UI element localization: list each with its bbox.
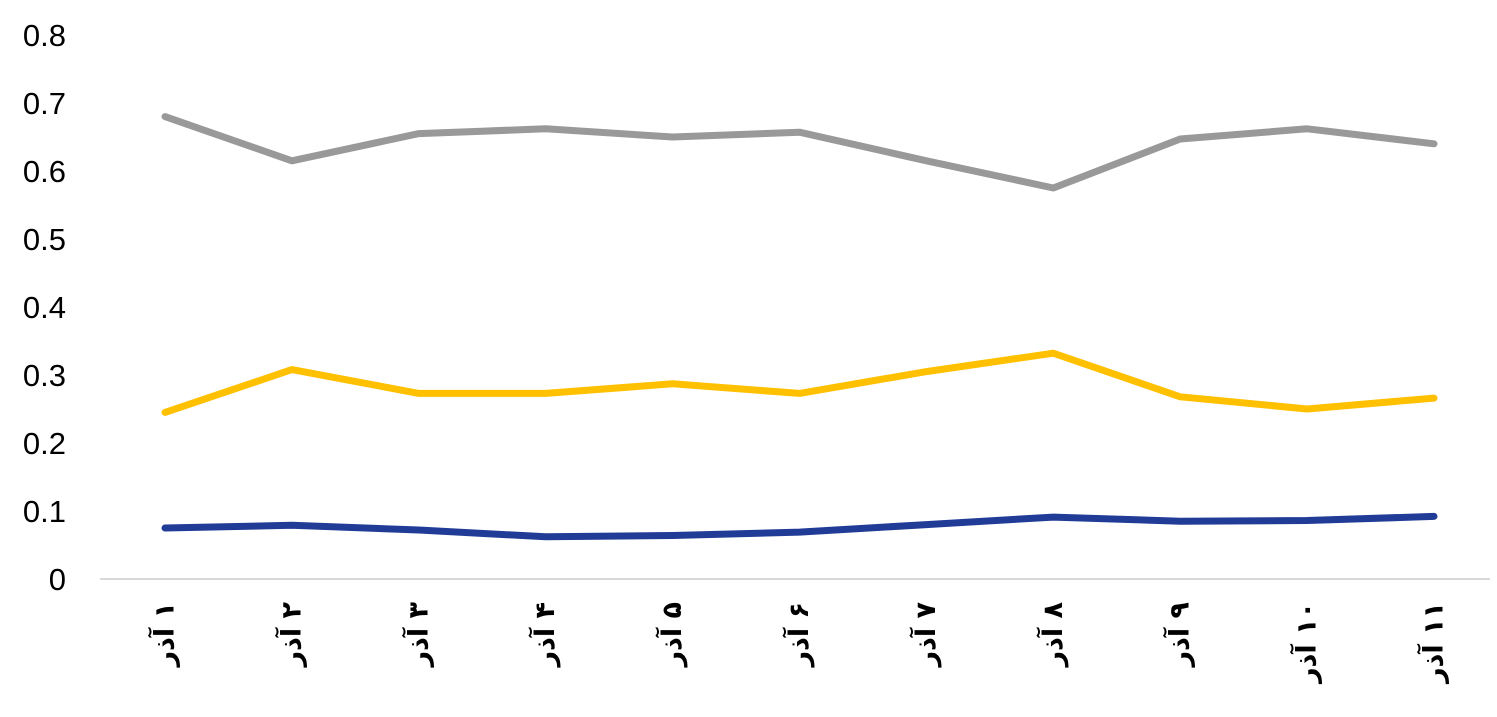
- series-3-point: [418, 529, 420, 531]
- y-tick-label: 0: [49, 562, 66, 597]
- series-2-point: [1306, 408, 1308, 410]
- y-tick-label: 0.4: [23, 290, 66, 325]
- x-tick-label: ۴ آذر: [528, 602, 561, 669]
- series-2-point: [799, 392, 800, 394]
- x-tick-label: ۳ آذر: [401, 601, 434, 668]
- x-tick-label: ۱۱ آذر: [1417, 602, 1450, 685]
- y-tick-label: 0.2: [23, 426, 66, 461]
- series-3-point: [1433, 515, 1435, 517]
- series-1-point: [164, 116, 166, 118]
- y-tick-label: 0.7: [23, 86, 66, 121]
- series-1-point: [799, 131, 800, 133]
- x-tick-label: ۸ آذر: [1036, 601, 1069, 668]
- x-tick-label: ۷ آذر: [909, 601, 942, 668]
- series-1-point: [1179, 138, 1181, 140]
- series-line-3: [161, 512, 1438, 541]
- series-1-point: [545, 128, 547, 130]
- x-tick-label: ۶ آذر: [782, 602, 815, 669]
- series-2-point: [1433, 397, 1435, 399]
- series-1-point: [291, 160, 293, 162]
- series-1-point: [925, 160, 927, 162]
- y-tick-label: 0.8: [23, 18, 66, 53]
- series-1-point: [1306, 128, 1308, 130]
- y-axis-ticks: 0 0.1 0.2 0.3 0.4 0.5 0.6 0.7 0.8: [23, 18, 66, 597]
- x-tick-label: ۹ آذر: [1163, 602, 1196, 669]
- series-3-point: [1306, 520, 1308, 522]
- series-2-point: [1179, 396, 1181, 398]
- series-line-1: [161, 113, 1438, 192]
- y-tick-label: 0.3: [23, 358, 66, 393]
- y-tick-label: 0.6: [23, 154, 66, 189]
- series-2-point: [672, 383, 674, 385]
- series-1-point: [1052, 187, 1054, 189]
- series-2-point: [1052, 352, 1054, 354]
- x-tick-label: ۲ آذر: [274, 601, 307, 668]
- series-1-point: [418, 133, 420, 135]
- series-1-point: [672, 136, 674, 138]
- series-line-2: [161, 349, 1438, 416]
- series-3-point: [799, 531, 800, 533]
- x-tick-label: ۱ آذر: [148, 602, 181, 669]
- x-axis-ticks: ۱ آذر ۲ آذر ۳ آذر ۴ آذر ۵ آذر ۶ آذر ۷ آذر ۸ آذر…: [148, 601, 1450, 685]
- series-2-point: [418, 392, 420, 394]
- series-3-point: [925, 524, 927, 526]
- series-2-point: [925, 371, 927, 373]
- series-2-point: [164, 411, 166, 413]
- x-tick-label: ۵ آذر: [655, 602, 688, 669]
- series-3-point: [291, 524, 293, 526]
- series-1-point: [1433, 143, 1435, 145]
- series-3-point: [1052, 516, 1054, 518]
- y-tick-label: 0.5: [23, 222, 66, 257]
- series-3-point: [1179, 520, 1181, 522]
- y-tick-label: 0.1: [23, 494, 66, 529]
- series-2-point: [545, 392, 547, 394]
- series-lines: [161, 113, 1438, 541]
- x-tick-label: ۱۰ آذر: [1290, 602, 1323, 685]
- series-3-point: [545, 536, 547, 538]
- series-2-point: [291, 369, 293, 371]
- series-3-point: [164, 527, 166, 529]
- series-3-point: [672, 534, 674, 536]
